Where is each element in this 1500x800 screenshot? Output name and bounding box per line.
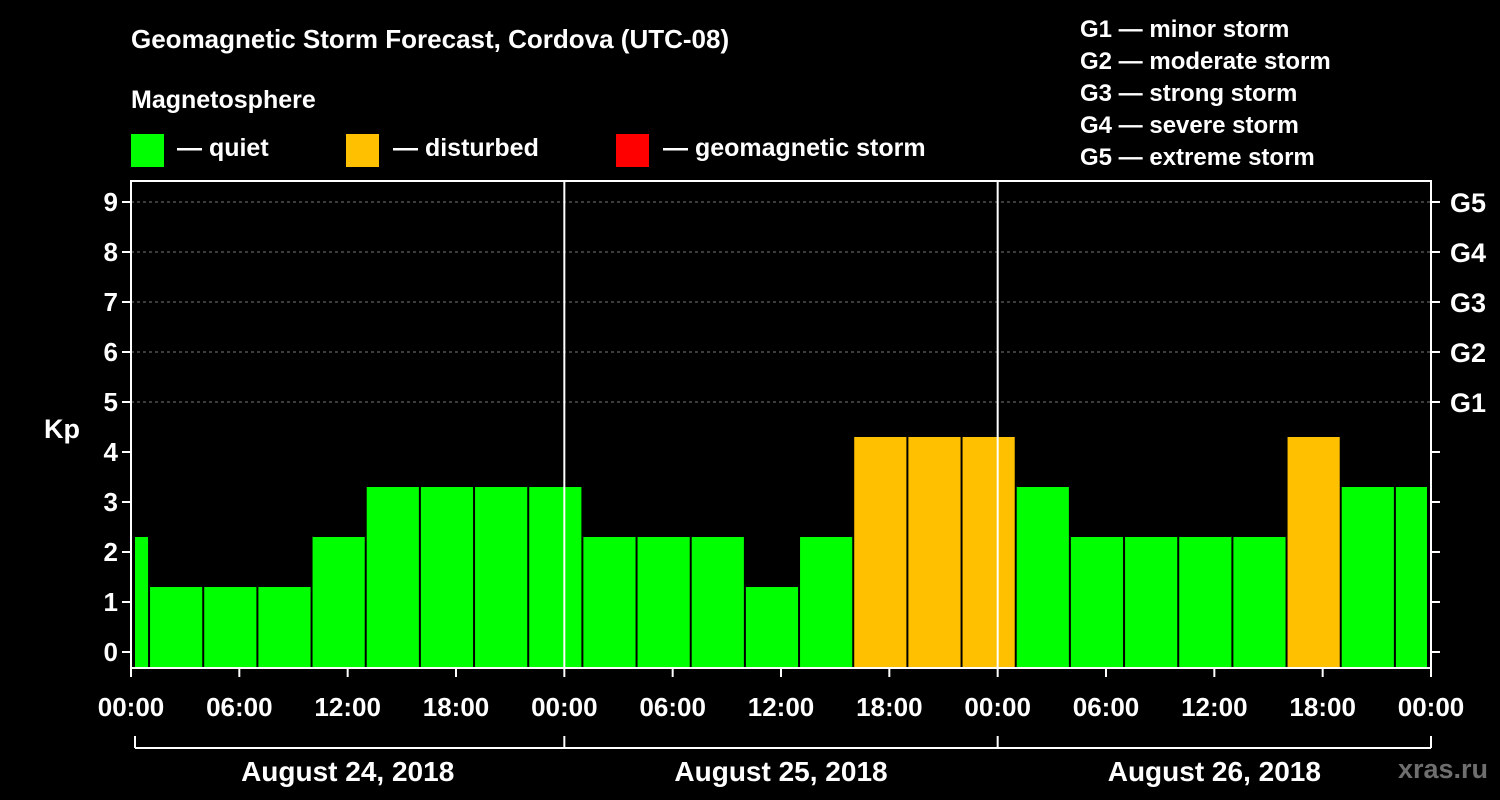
day-label-2: August 26, 2018 (1108, 756, 1321, 787)
bar-13 (800, 537, 853, 668)
x-tick-label-1: 06:00 (206, 692, 273, 722)
legend-swatch-storm (616, 134, 649, 167)
bar-12 (745, 587, 799, 668)
y-tick-label-8: 8 (104, 237, 118, 267)
y-tick-label-0: 0 (104, 637, 118, 667)
right-axis-label-g2: G2 (1450, 338, 1486, 368)
y-tick-label-4: 4 (104, 437, 119, 467)
watermark: xras.ru (1397, 754, 1488, 784)
bar-20 (1179, 537, 1232, 668)
bar-11 (691, 537, 744, 668)
bar-6 (420, 487, 474, 668)
legend-heading: Magnetosphere (131, 86, 316, 114)
storm-scale-g3: G3 — strong storm (1080, 80, 1298, 107)
x-tick-label-4: 00:00 (531, 692, 598, 722)
y-tick-label-7: 7 (104, 287, 118, 317)
bar-10 (637, 537, 690, 668)
bar-3 (258, 587, 311, 668)
y-tick-label-9: 9 (104, 187, 118, 217)
x-tick-label-10: 12:00 (1181, 692, 1248, 722)
y-tick-label-2: 2 (104, 537, 118, 567)
bar-18 (1070, 537, 1124, 668)
right-axis-label-g4: G4 (1450, 238, 1486, 268)
day-label-1: August 25, 2018 (674, 756, 887, 787)
bar-22 (1287, 437, 1340, 668)
y-tick-label-5: 5 (104, 387, 118, 417)
x-tick-label-11: 18:00 (1289, 692, 1356, 722)
chart-title: Geomagnetic Storm Forecast, Cordova (UTC… (131, 24, 730, 54)
bar-19 (1125, 537, 1178, 668)
legend-swatch-disturbed (346, 134, 379, 167)
storm-scale-g2: G2 — moderate storm (1080, 48, 1331, 75)
storm-scale-g1: G1 — minor storm (1080, 16, 1290, 43)
bar-23 (1341, 487, 1394, 668)
x-tick-label-3: 18:00 (423, 692, 490, 722)
bar-4 (312, 537, 365, 668)
bar-0 (135, 537, 149, 668)
y-tick-label-6: 6 (104, 337, 118, 367)
x-tick-label-8: 00:00 (964, 692, 1031, 722)
y-tick-label-3: 3 (104, 487, 118, 517)
bar-9 (583, 537, 636, 668)
bar-24 (1395, 487, 1427, 668)
right-axis-label-g5: G5 (1450, 188, 1486, 218)
bar-2 (204, 587, 257, 668)
x-tick-label-6: 12:00 (748, 692, 815, 722)
bar-14 (854, 437, 907, 668)
legend-label-storm: — geomagnetic storm (663, 134, 926, 162)
bar-8 (529, 487, 582, 668)
x-tick-label-0: 00:00 (98, 692, 165, 722)
bar-5 (366, 487, 419, 668)
x-tick-label-12: 00:00 (1398, 692, 1465, 722)
bar-17 (1016, 487, 1069, 668)
bar-21 (1233, 537, 1286, 668)
right-axis-label-g1: G1 (1450, 388, 1486, 418)
storm-scale-g5: G5 — extreme storm (1080, 144, 1315, 171)
bar-16 (962, 437, 1015, 668)
storm-scale-g4: G4 — severe storm (1080, 112, 1299, 139)
legend-label-quiet: — quiet (177, 134, 269, 162)
y-tick-label-1: 1 (104, 587, 118, 617)
legend-swatch-quiet (131, 134, 164, 167)
bar-7 (475, 487, 528, 668)
right-axis-label-g3: G3 (1450, 288, 1486, 318)
bar-15 (908, 437, 961, 668)
bar-1 (150, 587, 203, 668)
day-label-0: August 24, 2018 (241, 756, 454, 787)
x-tick-label-2: 12:00 (314, 692, 381, 722)
x-tick-label-9: 06:00 (1073, 692, 1140, 722)
legend-label-disturbed: — disturbed (393, 134, 539, 162)
x-tick-label-5: 06:00 (639, 692, 706, 722)
y-axis-label: Kp (44, 414, 80, 444)
x-tick-label-7: 18:00 (856, 692, 923, 722)
